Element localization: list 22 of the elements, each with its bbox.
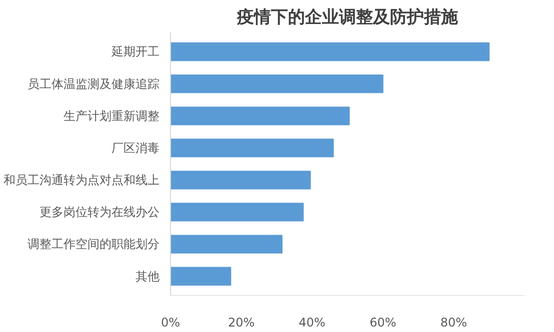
x-tick-label: 60%	[370, 316, 396, 330]
y-tick-label: 调整工作空间的职能划分	[28, 237, 160, 252]
bar	[170, 42, 490, 62]
bar	[170, 74, 384, 94]
y-tick-label: 厂区消毒	[112, 140, 160, 155]
x-tick-label: 0%	[160, 316, 180, 330]
y-tick-label: 延期开工	[110, 44, 160, 59]
bar	[170, 106, 350, 126]
bar	[170, 202, 304, 222]
y-tick-label: 和员工沟通转为点对点和线上	[4, 173, 160, 188]
chart-title: 疫情下的企业调整及防护措施	[236, 8, 459, 28]
bar	[170, 266, 232, 286]
y-tick-label: 生产计划重新调整	[64, 108, 160, 123]
x-tick-label: 80%	[440, 316, 468, 330]
bar	[170, 234, 283, 254]
y-tick-label: 其他	[136, 269, 160, 284]
x-tick-label: 20%	[228, 316, 255, 330]
y-tick-label: 员工体温监测及健康追踪	[28, 76, 160, 91]
bar	[170, 138, 334, 158]
y-tick-label: 更多岗位转为在线办公	[40, 205, 160, 220]
bar	[170, 170, 311, 190]
x-tick-label: 40%	[298, 316, 326, 330]
